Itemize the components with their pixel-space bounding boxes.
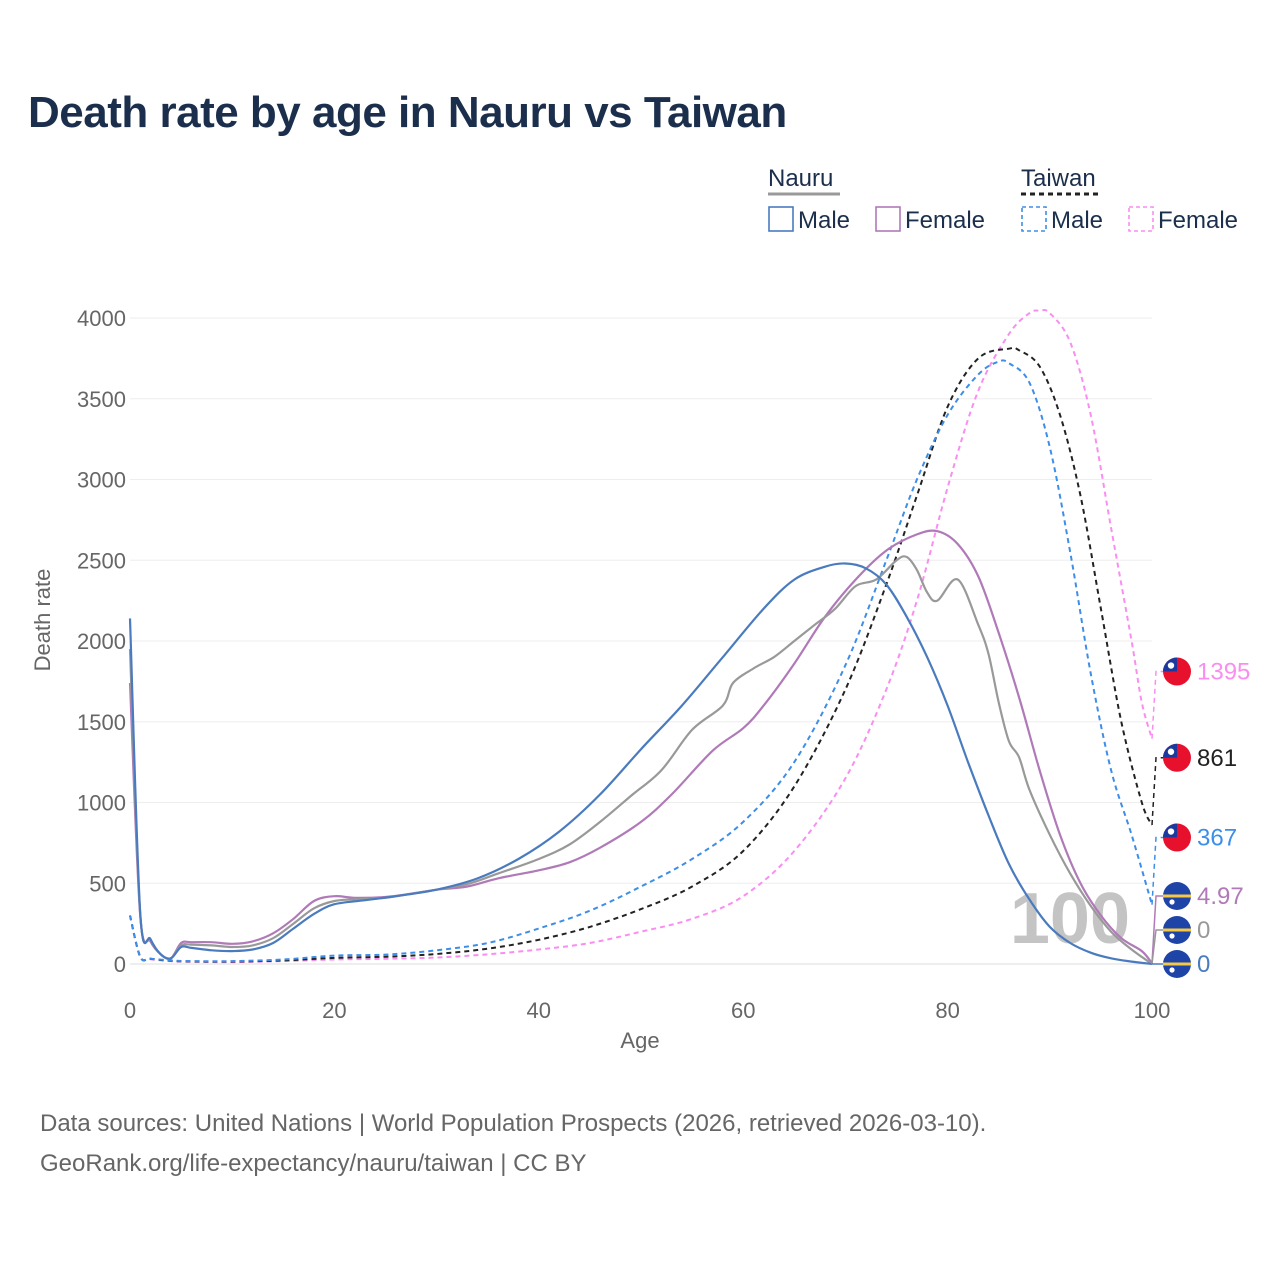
x-axis-ticks: 0 20 40 60 80 100 (124, 998, 1170, 1023)
y-tick-label: 1000 (77, 791, 126, 816)
legend-swatch (1128, 206, 1154, 232)
legend: Nauru Taiwan Male Female Male Female (768, 165, 1238, 234)
legend-item-female: Female (1158, 207, 1238, 234)
flag-star (1169, 933, 1175, 939)
flag-star (1169, 967, 1175, 973)
nauru-flag-icon (1163, 950, 1191, 978)
legend-item-male: Male (798, 207, 850, 234)
taiwan-flag-icon (1163, 657, 1191, 686)
series-lines (128, 308, 1153, 966)
end-value-label: 4.97 (1197, 883, 1244, 910)
flag-star (1169, 899, 1175, 905)
flag-sun (1167, 662, 1175, 669)
end-value-label: 861 (1197, 745, 1237, 772)
series-line-taiwan-total (129, 346, 1153, 963)
end-connector (1151, 670, 1163, 739)
end-value-label: 0 (1197, 951, 1210, 978)
y-tick-label: 4000 (77, 306, 126, 331)
series-line-nauru-female (128, 529, 1153, 964)
y-axis-label: Death rate (30, 569, 55, 672)
series-line-taiwan-male (129, 359, 1153, 963)
legend-swatch (768, 206, 794, 232)
flag-stripe (1163, 962, 1191, 966)
y-tick-label: 3500 (77, 387, 126, 412)
flag-sun (1167, 748, 1175, 755)
legend-item-female: Female (905, 207, 985, 234)
x-tick-label: 0 (124, 998, 136, 1023)
legend-group-nauru: Nauru (768, 165, 833, 192)
taiwan-flag-icon (1163, 823, 1191, 852)
end-connector (1151, 895, 1163, 964)
end-markers: 1395 861 367 4.97 0 0 (1151, 657, 1250, 978)
x-axis-label: Age (620, 1028, 659, 1053)
end-value-label: 0 (1197, 917, 1210, 944)
source-line-2: GeoRank.org/life-expectancy/nauru/taiwan… (40, 1150, 587, 1177)
nauru-flag-icon (1163, 916, 1191, 944)
x-tick-label: 60 (731, 998, 755, 1023)
y-tick-label: 0 (114, 952, 126, 977)
end-connector (1151, 929, 1163, 965)
end-value-label: 1395 (1197, 659, 1250, 686)
nauru-flag-icon (1163, 882, 1191, 910)
y-axis-ticks: 0 500 1000 1500 2000 2500 3000 3500 4000 (77, 306, 126, 977)
x-tick-label: 80 (935, 998, 959, 1023)
legend-swatch (1021, 206, 1047, 232)
legend-swatch (875, 206, 901, 232)
y-tick-label: 2500 (77, 548, 126, 573)
flag-stripe (1163, 928, 1191, 932)
series-line-nauru-male (128, 562, 1153, 966)
x-tick-label: 20 (322, 998, 346, 1023)
year-watermark: 100 (1010, 879, 1130, 959)
y-tick-label: 2000 (77, 629, 126, 654)
y-tick-label: 3000 (77, 468, 126, 493)
taiwan-flag-icon (1163, 743, 1191, 772)
end-connector (1151, 836, 1163, 905)
source-note: Data sources: United Nations | World Pop… (40, 1104, 986, 1184)
chart-title: Death rate by age in Nauru vs Taiwan (28, 88, 787, 137)
source-line-1: Data sources: United Nations | World Pop… (40, 1110, 987, 1137)
y-tick-label: 500 (89, 871, 126, 896)
gridlines (130, 317, 1152, 965)
end-value-label: 367 (1197, 825, 1237, 852)
legend-item-male: Male (1051, 207, 1103, 234)
legend-group-taiwan: Taiwan (1021, 165, 1096, 192)
y-tick-label: 1500 (77, 710, 126, 735)
end-connector (1151, 757, 1163, 825)
series-line-nauru-total (128, 555, 1153, 965)
flag-sun (1167, 828, 1175, 835)
flag-stripe (1163, 894, 1191, 898)
x-tick-label: 100 (1134, 998, 1171, 1023)
x-tick-label: 40 (527, 998, 551, 1023)
